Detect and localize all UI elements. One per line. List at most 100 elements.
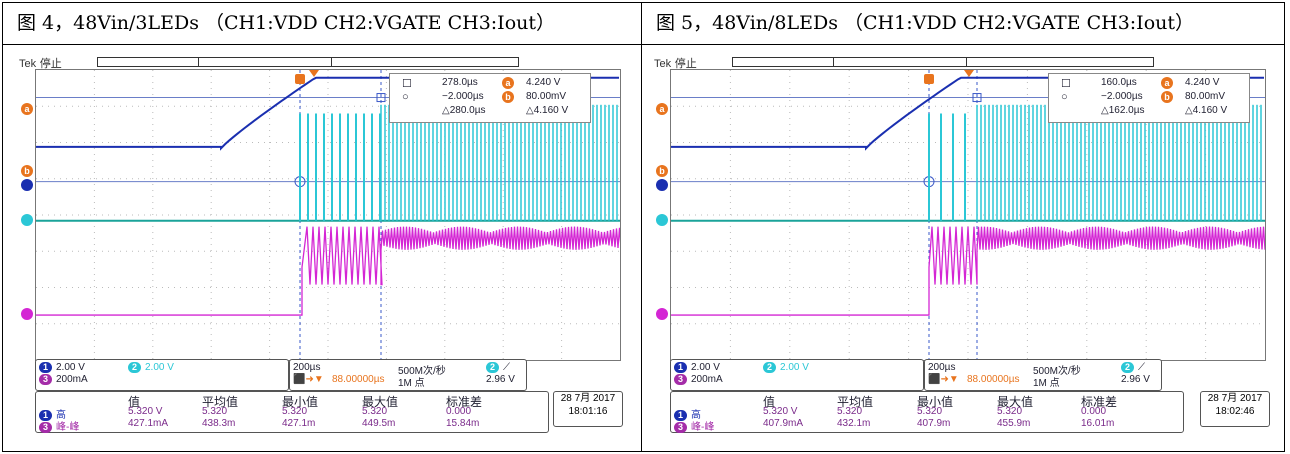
- cursor-row2_volt: 80.00mV: [526, 91, 567, 102]
- figure-4-caption: 图 4，48Vin/3LEDs （CH1:VDD CH2:VGATE CH3:I…: [2, 2, 642, 45]
- cursor-delta_volt: △4.160 V: [1185, 105, 1228, 116]
- stats-row-label: 高: [691, 410, 701, 421]
- stats-row-label: 峰-峰: [691, 422, 715, 433]
- figure-5-caption: 图 5，48Vin/8LEDs （CH1:VDD CH2:VGATE CH3:I…: [641, 2, 1285, 45]
- trigger-marker-icon: [964, 70, 974, 77]
- stats-value: 449.5m: [362, 418, 396, 429]
- trigger-source-icon: 2: [1121, 362, 1134, 373]
- trigger-t-icon: [295, 74, 305, 84]
- channels-ch2_scale: 2.00 V: [780, 362, 809, 374]
- cursor-row1_time: 278.0µs: [442, 77, 478, 88]
- channels-ch3_scale: 200mA: [691, 374, 723, 386]
- trigger-source-icon: 2: [486, 362, 499, 373]
- timebase-record_length: 1M 点: [1033, 378, 1060, 389]
- trigger-marker-icon: [309, 70, 319, 77]
- timebase-scale: 200µs: [293, 362, 321, 373]
- stats-value: 0.000: [446, 406, 472, 417]
- circle-cursor-icon: ○: [402, 91, 409, 103]
- stats-value: 427.1mA: [128, 418, 169, 429]
- cursor-a-level-icon: a: [21, 102, 33, 115]
- timebase-trigger_delay: 88.00000µs: [967, 374, 1020, 385]
- stats-value: 0.000: [1081, 406, 1107, 417]
- ch3-iout-trace: [671, 226, 1265, 316]
- timebase-trigger_level: 2.96 V: [486, 374, 515, 385]
- stats-header: 最小值: [282, 395, 319, 409]
- ch3-level-icon: [656, 308, 668, 321]
- stats-row-label: 高: [56, 410, 66, 421]
- stats-row: 3 峰-峰: [39, 418, 79, 433]
- ch1-icon: 1: [39, 362, 52, 373]
- timebase-panel[interactable]: 200µs ⬛➜▼ 88.00000µs 500M次/秒 1M 点 2 ⟋ 2.9…: [289, 359, 527, 391]
- stats-header: 标准差: [446, 395, 483, 409]
- tek: Tek: [19, 58, 37, 70]
- trigger-position-icon: ⬛➜▼: [293, 374, 324, 385]
- cursor-delta_time: △162.0µs: [1101, 105, 1145, 116]
- cursor-b-level-icon: b: [21, 164, 33, 177]
- stats-value: 438.3m: [202, 418, 236, 429]
- cursor-row2_volt: 80.00mV: [1185, 91, 1226, 102]
- figure-5-cell: Tek 停止 ☐ ○ 160.0µs −2.000µs △162.0µs a b…: [641, 44, 1285, 452]
- graticule: [671, 70, 1265, 360]
- cursor-readout: ☐ ○ 160.0µs −2.000µs △162.0µs a b 4.240 …: [1048, 73, 1250, 123]
- ch2-vgate-trace: [36, 104, 620, 222]
- acquisition-status: 停止: [39, 58, 62, 70]
- date: 28 7月 2017: [560, 393, 616, 404]
- ch2-level-icon: [656, 213, 668, 226]
- stats-value: 5.320: [362, 406, 388, 417]
- ch1-level-icon: [21, 178, 33, 191]
- timebase-trigger_delay: 88.00000µs: [332, 374, 385, 385]
- cursor-readout: ☐ ○ 278.0µs −2.000µs △280.0µs a b 4.240 …: [389, 73, 591, 123]
- stats-header: 标准差: [1081, 395, 1118, 409]
- cursor-square-marker: [972, 93, 982, 103]
- timebase-sample_rate: 500M次/秒: [398, 366, 446, 377]
- stats-value: 432.1m: [837, 418, 871, 429]
- timebase-scale: 200µs: [928, 362, 956, 373]
- trigger-t-icon: [924, 74, 934, 84]
- ch3-level-icon: [21, 308, 33, 321]
- stats-header: 平均值: [837, 395, 874, 409]
- stats-header: 平均值: [202, 395, 239, 409]
- stats-value: 407.9mA: [763, 418, 804, 429]
- channel-scale-panel[interactable]: 1 2.00 V 2 2.00 V 3 200mA: [35, 359, 289, 391]
- timebase-trigger_level: 2.96 V: [1121, 374, 1150, 385]
- cursor-delta_volt: △4.160 V: [526, 105, 569, 116]
- ch3-icon: 3: [674, 374, 687, 385]
- stats-value: 407.9m: [917, 418, 951, 429]
- stats-header: 最大值: [997, 395, 1034, 409]
- measurement-statistics-panel: 值 平均值 最小值 最大值 标准差 1 高 5.320 V 5.320 5.320 5.320 0.0…: [670, 391, 1184, 433]
- ch3-icon: 3: [674, 421, 687, 433]
- record-view-bar: [732, 57, 1154, 67]
- channel-scale-panel[interactable]: 1 2.00 V 2 2.00 V 3 200mA: [670, 359, 924, 391]
- acquisition-status: 停止: [674, 58, 697, 70]
- circle-cursor-icon: ○: [1061, 91, 1068, 103]
- ch2-icon: 2: [763, 362, 776, 373]
- stats-value: 5.320: [997, 406, 1023, 417]
- ch2-icon: 2: [128, 362, 141, 373]
- cursor-delta_time: △280.0µs: [442, 105, 486, 116]
- stats-value: 16.01m: [1081, 418, 1115, 429]
- cursor-square-marker: [376, 93, 386, 103]
- stats-value: 5.320 V: [763, 406, 798, 417]
- tek: Tek: [654, 58, 672, 70]
- waveform-display: [670, 69, 1266, 361]
- ch3-icon: 3: [39, 374, 52, 385]
- tek-logo: Tek 停止: [654, 55, 697, 71]
- timebase-panel[interactable]: 200µs ⬛➜▼ 88.00000µs 500M次/秒 1M 点 2 ⟋ 2.9…: [924, 359, 1162, 391]
- stats-value: 427.1m: [282, 418, 316, 429]
- ch2-vgate-trace: [671, 104, 1265, 222]
- cursor-row2_time: −2.000µs: [442, 91, 484, 102]
- channels-ch1_scale: 2.00 V: [691, 362, 720, 374]
- tek-logo: Tek 停止: [19, 55, 62, 71]
- stats-value: 5.320 V: [128, 406, 163, 417]
- ch1-level-icon: [656, 178, 668, 191]
- timebase-record_length: 1M 点: [398, 378, 425, 389]
- ch2-level-icon: [21, 213, 33, 226]
- cursor-row1_volt: 4.240 V: [526, 77, 561, 88]
- measurement-statistics-panel: 值 平均值 最小值 最大值 标准差 1 高 5.320 V 5.320 5.320 5.320 0.0…: [35, 391, 549, 433]
- stats-value: 5.320: [917, 406, 943, 417]
- cursor-b-icon: b: [502, 91, 514, 103]
- ch1-icon: 1: [674, 409, 687, 421]
- stats-row: 3 峰-峰: [674, 418, 714, 433]
